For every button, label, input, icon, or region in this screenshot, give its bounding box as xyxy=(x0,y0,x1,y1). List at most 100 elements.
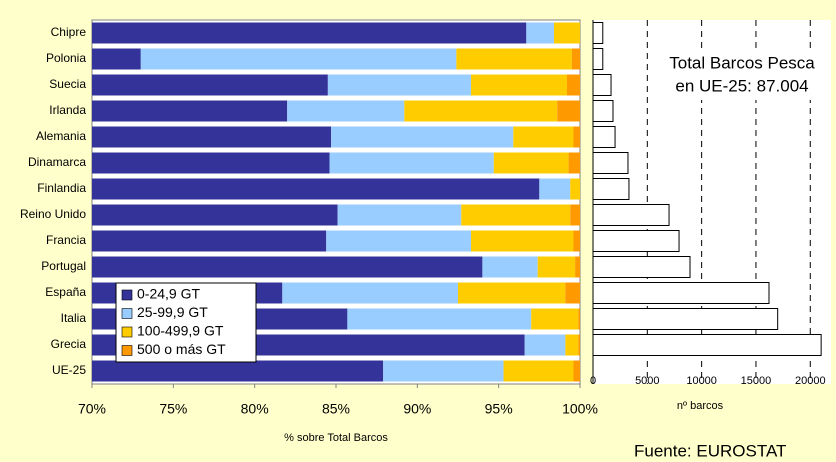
bar-segment xyxy=(573,230,580,252)
bar-segment xyxy=(92,230,327,252)
bar xyxy=(592,230,680,252)
bar-segment xyxy=(503,360,574,382)
x-tick-label: 100% xyxy=(562,401,598,417)
category-label: España xyxy=(45,285,86,299)
bar-segment xyxy=(331,126,514,148)
bar-segment xyxy=(282,282,458,304)
x-axis-label: nº barcos xyxy=(677,400,724,412)
legend-label: 25-99,9 GT xyxy=(137,304,208,320)
bar-segment xyxy=(471,74,567,96)
legend-swatch xyxy=(121,308,133,319)
bar-segment xyxy=(383,360,504,382)
category-label: Finlandia xyxy=(37,181,86,195)
legend-swatch xyxy=(121,326,133,338)
source: Fuente: EUROSTAT xyxy=(634,441,786,460)
bar-segment xyxy=(404,100,558,122)
bar-segment xyxy=(92,256,483,278)
bar-segment xyxy=(573,126,580,148)
bar-segment xyxy=(537,256,576,278)
bar-segment xyxy=(570,204,580,226)
bar-segment xyxy=(140,48,457,70)
legend-label: 0-24,9 GT xyxy=(137,286,200,302)
bar-segment xyxy=(575,256,580,278)
bar-segment xyxy=(557,100,580,122)
bar-segment xyxy=(539,178,571,200)
bar-segment xyxy=(329,152,494,174)
category-label: Dinamarca xyxy=(28,155,86,169)
bar-segment xyxy=(571,48,580,70)
category-label: Alemania xyxy=(36,129,86,143)
bar-segment xyxy=(524,334,566,356)
x-tick-label: 70% xyxy=(78,401,106,417)
bar-segment xyxy=(92,360,384,382)
bar xyxy=(592,74,612,96)
bar-segment xyxy=(461,204,571,226)
bar-segment xyxy=(456,48,572,70)
x-tick-label: 75% xyxy=(159,401,187,417)
category-label: Chipre xyxy=(51,25,87,39)
category-label: Italia xyxy=(61,311,87,325)
bar-segment xyxy=(482,256,538,278)
bar-segment xyxy=(553,22,580,44)
bar xyxy=(592,22,604,44)
bar xyxy=(592,126,616,148)
bar-segment xyxy=(493,152,569,174)
category-label: Reino Unido xyxy=(20,207,86,221)
legend-swatch xyxy=(121,345,133,356)
bar-segment xyxy=(568,152,580,174)
x-tick-label: 90% xyxy=(403,401,431,417)
bar xyxy=(592,152,629,174)
bar-segment xyxy=(92,178,540,200)
bar xyxy=(592,282,770,304)
bar-segment xyxy=(565,334,579,356)
x-tick-label: 15000 xyxy=(741,375,772,387)
bar-segment xyxy=(471,230,574,252)
bar-segment xyxy=(326,230,472,252)
legend-label: 100-499,9 GT xyxy=(137,323,224,339)
category-label: Portugal xyxy=(41,259,86,273)
bar-segment xyxy=(566,74,580,96)
category-label: Francia xyxy=(46,233,86,247)
bar xyxy=(592,178,630,200)
bar xyxy=(592,48,604,70)
bar-segment xyxy=(578,308,580,330)
bar-segment xyxy=(92,48,141,70)
category-label: Suecia xyxy=(49,77,86,91)
bar-segment xyxy=(92,22,527,44)
bar-segment xyxy=(92,74,328,96)
x-tick-label: 10000 xyxy=(686,375,717,387)
bar-segment xyxy=(578,334,580,356)
category-label: Polonia xyxy=(46,51,86,65)
bar xyxy=(592,308,779,330)
bar-segment xyxy=(92,126,332,148)
bar xyxy=(592,334,822,356)
annotation-box xyxy=(655,48,831,100)
bar-segment xyxy=(573,360,580,382)
bar-segment xyxy=(531,308,579,330)
bar-segment xyxy=(570,178,580,200)
x-tick-label: 95% xyxy=(485,401,513,417)
x-tick-label: 5000 xyxy=(635,375,659,387)
bar-segment xyxy=(337,204,462,226)
legend-label: 500 o más GT xyxy=(137,341,226,357)
bar xyxy=(592,100,614,122)
category-label: Grecia xyxy=(51,337,87,351)
x-tick-label: 20000 xyxy=(795,375,826,387)
bar-segment xyxy=(287,100,405,122)
bar-segment xyxy=(526,22,554,44)
annotation: Total Barcos Pesca xyxy=(669,53,815,72)
bar-segment xyxy=(92,204,338,226)
bar-segment xyxy=(458,282,566,304)
bar xyxy=(592,256,691,278)
legend-swatch xyxy=(121,289,133,301)
bar-segment xyxy=(513,126,574,148)
bar-segment xyxy=(327,74,472,96)
category-label: UE-25 xyxy=(52,363,86,377)
bar-segment xyxy=(92,152,330,174)
bar xyxy=(592,204,670,226)
x-tick-label: 85% xyxy=(322,401,350,417)
x-tick-label: 80% xyxy=(241,401,269,417)
bar-segment xyxy=(92,100,288,122)
bar-segment xyxy=(347,308,532,330)
